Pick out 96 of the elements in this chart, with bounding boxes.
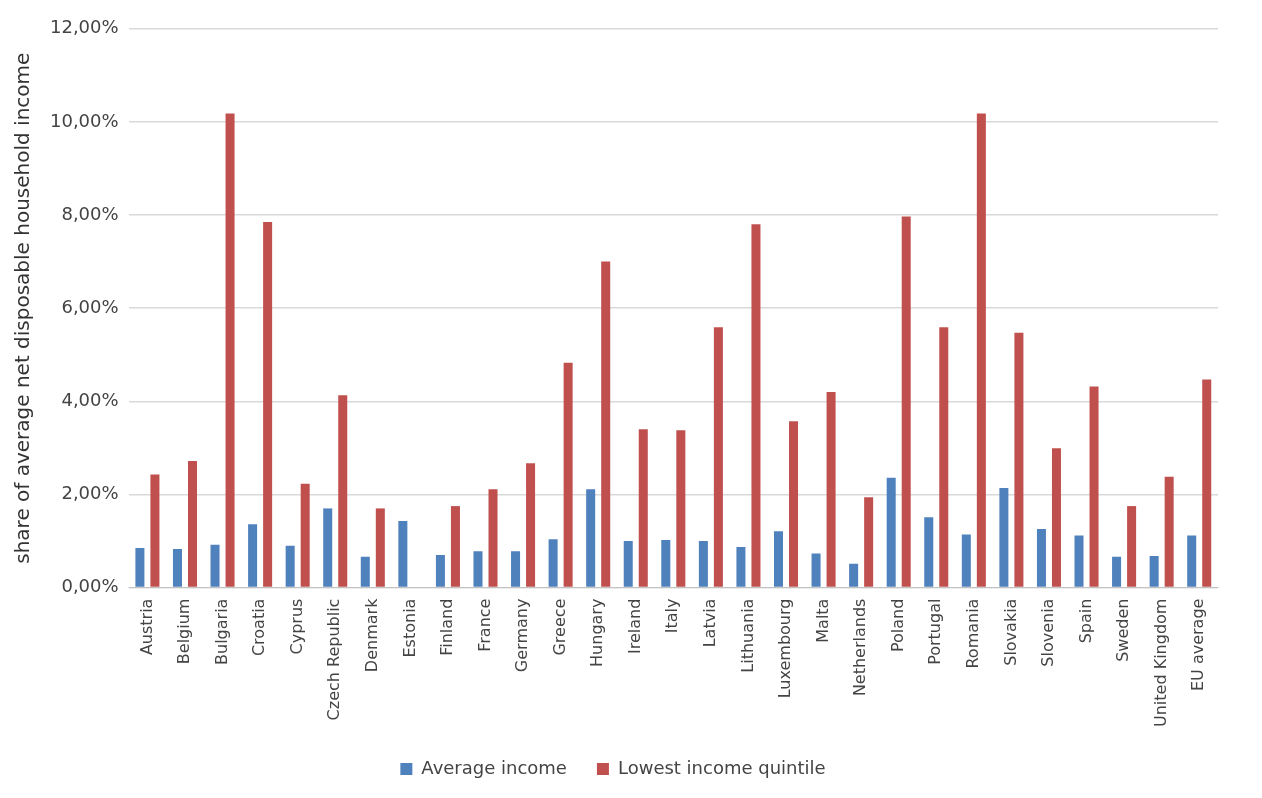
bar: [511, 551, 521, 587]
x-tick-label: Lithuania: [737, 598, 757, 673]
x-tick-label: Sweden: [1113, 598, 1133, 662]
bar: [886, 477, 896, 587]
bar: [172, 548, 182, 587]
bar: [323, 508, 333, 587]
bar: [1112, 556, 1122, 587]
bar: [435, 554, 445, 587]
bar: [488, 489, 498, 587]
bar: [375, 508, 385, 587]
x-tick-label: EU average: [1188, 598, 1208, 691]
y-tick-label: 10,00%: [49, 109, 119, 131]
bar: [661, 540, 671, 587]
bar: [736, 547, 746, 587]
bar: [999, 487, 1009, 587]
legend-label: Average income: [421, 756, 567, 778]
bar: [1074, 535, 1084, 587]
bar: [187, 460, 197, 587]
bar: [248, 524, 258, 587]
y-tick-label: 8,00%: [61, 202, 119, 224]
bar: [1051, 448, 1061, 587]
bar: [263, 222, 273, 587]
bar: [1014, 332, 1024, 587]
x-tick-label: Slovenia: [1038, 598, 1058, 667]
x-tick-label: United Kingdom: [1150, 598, 1170, 727]
bar: [601, 261, 611, 587]
bar: [526, 463, 536, 587]
x-tick-label: Croatia: [249, 598, 269, 657]
x-tick-label: Italy: [662, 598, 682, 634]
bar: [1089, 386, 1099, 587]
x-tick-label: Finland: [437, 598, 457, 656]
bar: [135, 548, 145, 587]
x-tick-label: Poland: [887, 598, 907, 652]
y-tick-label: 2,00%: [61, 482, 119, 504]
x-tick-label: Greece: [549, 598, 569, 656]
bar: [586, 489, 596, 587]
bar: [548, 539, 558, 587]
y-axis-title: share of average net disposable household income: [10, 52, 35, 564]
bar: [924, 517, 934, 587]
bar: [811, 553, 821, 587]
x-tick-label: Czech Republic: [324, 598, 344, 721]
bar: [713, 327, 723, 587]
bar: [864, 497, 874, 587]
bar: [849, 563, 859, 587]
x-tick-label: Austria: [136, 598, 156, 656]
y-tick-label: 12,00%: [49, 16, 119, 38]
x-tick-label: Portugal: [925, 598, 945, 665]
x-tick-label: Romania: [962, 598, 982, 669]
x-tick-label: Bulgaria: [211, 598, 231, 665]
bar: [698, 541, 708, 587]
y-tick-label: 4,00%: [61, 388, 119, 410]
bar: [210, 544, 220, 587]
bar: [1187, 535, 1197, 587]
bar: [1202, 379, 1212, 587]
bar: [939, 327, 949, 587]
x-tick-label: Denmark: [361, 597, 381, 673]
bar: [676, 430, 686, 587]
x-tick-label: Luxembourg: [775, 598, 795, 699]
bar: [901, 216, 911, 587]
bar: [473, 551, 483, 587]
x-tick-label: Ireland: [624, 598, 644, 654]
y-tick-label: 6,00%: [61, 295, 119, 317]
bar: [450, 506, 460, 587]
bar: [300, 483, 310, 587]
bar: [1149, 555, 1159, 587]
bar: [150, 474, 160, 587]
x-tick-label: Cyprus: [286, 598, 306, 655]
bar: [789, 421, 799, 587]
y-tick-label: 0,00%: [61, 575, 119, 597]
bar: [398, 520, 408, 587]
x-tick-label: Netherlands: [850, 598, 870, 697]
bar: [1036, 528, 1046, 587]
x-tick-label: Slovakia: [1000, 598, 1020, 666]
bar: [285, 545, 295, 587]
bar: [976, 113, 986, 587]
x-tick-label: Malta: [812, 598, 832, 643]
bar: [961, 534, 971, 587]
bar: [826, 392, 836, 587]
x-tick-label: Spain: [1075, 598, 1095, 644]
x-tick-label: Estonia: [399, 598, 419, 658]
x-tick-label: Germany: [512, 598, 532, 673]
bar: [1127, 506, 1137, 587]
bar: [773, 531, 784, 587]
x-tick-label: France: [474, 598, 494, 652]
bar: [751, 224, 761, 587]
legend-label: Lowest income quintile: [617, 756, 826, 778]
bar: [1164, 476, 1174, 587]
bar: [225, 113, 235, 587]
bar: [338, 395, 348, 587]
bar: [360, 556, 370, 587]
x-tick-label: Hungary: [587, 598, 607, 667]
bar: [563, 362, 573, 587]
bar: [623, 541, 633, 587]
bar: [638, 429, 648, 587]
x-tick-label: Latvia: [700, 598, 720, 648]
x-tick-label: Belgium: [174, 598, 194, 665]
